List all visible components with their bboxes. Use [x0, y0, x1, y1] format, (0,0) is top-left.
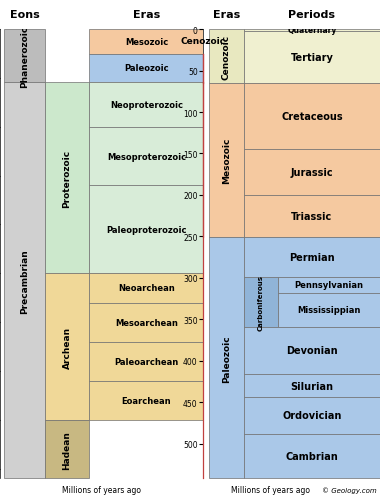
Text: Paleoarchean: Paleoarchean	[114, 357, 179, 366]
Bar	[45, 420, 89, 478]
Text: Proterozoic: Proterozoic	[63, 149, 71, 207]
Text: Jurassic: Jurassic	[291, 168, 333, 178]
Text: Tertiary: Tertiary	[291, 53, 333, 63]
Text: Archean: Archean	[63, 326, 71, 368]
Bar	[244, 374, 380, 397]
Text: Mesoproterozoic: Mesoproterozoic	[107, 152, 186, 161]
Text: Ordovician: Ordovician	[282, 411, 342, 420]
Bar	[209, 237, 244, 478]
Bar	[244, 84, 380, 150]
Text: Hadean: Hadean	[63, 430, 71, 468]
Bar	[89, 55, 203, 83]
Text: Neoproterozoic: Neoproterozoic	[110, 101, 183, 110]
Text: Periods: Periods	[288, 10, 336, 20]
Text: Paleoproterozoic: Paleoproterozoic	[106, 225, 187, 234]
Bar	[89, 128, 203, 186]
Bar	[89, 30, 203, 55]
Text: Quaternary: Quaternary	[287, 27, 337, 35]
Text: Mississippian: Mississippian	[297, 306, 361, 315]
Text: Millions of years ago: Millions of years ago	[231, 485, 310, 494]
Bar	[244, 278, 278, 327]
Text: Cretaceous: Cretaceous	[281, 112, 343, 122]
Bar	[209, 84, 244, 237]
Bar	[89, 303, 203, 342]
Text: Cambrian: Cambrian	[286, 451, 338, 461]
Text: Mesozoic: Mesozoic	[125, 38, 168, 47]
Bar	[45, 274, 89, 420]
Bar	[278, 278, 380, 293]
Text: Eons: Eons	[10, 10, 39, 20]
Text: Pennsylvanian: Pennsylvanian	[294, 281, 364, 290]
Bar	[244, 150, 380, 195]
Text: Eoarchean: Eoarchean	[122, 396, 171, 405]
Bar	[209, 30, 244, 84]
Bar	[4, 83, 45, 478]
Bar	[89, 186, 203, 274]
Bar	[244, 397, 380, 434]
Text: Phanerozoic: Phanerozoic	[20, 26, 29, 88]
Text: Precambrian: Precambrian	[20, 248, 29, 313]
Bar	[244, 32, 380, 84]
Text: Mesozoic: Mesozoic	[222, 138, 231, 184]
Bar	[89, 274, 203, 303]
Bar	[45, 83, 89, 274]
Bar	[244, 434, 380, 478]
Text: Eras: Eras	[133, 10, 160, 20]
Text: Triassic: Triassic	[291, 211, 332, 221]
Text: Carboniferous: Carboniferous	[258, 274, 264, 330]
Bar	[244, 237, 380, 278]
Bar	[244, 327, 380, 374]
Text: Devonian: Devonian	[286, 346, 338, 356]
Text: Cenozoic: Cenozoic	[222, 35, 231, 80]
Text: Permian: Permian	[289, 253, 335, 263]
Text: Silurian: Silurian	[290, 381, 334, 391]
Bar	[89, 83, 203, 128]
Bar	[4, 30, 45, 83]
Text: Millions of years ago: Millions of years ago	[62, 485, 141, 494]
Text: Paleozoic: Paleozoic	[222, 334, 231, 382]
Text: Cenozoic: Cenozoic	[181, 37, 226, 46]
Text: Eras: Eras	[213, 10, 240, 20]
Text: © Geology.com: © Geology.com	[322, 486, 377, 493]
Text: Mesoarchean: Mesoarchean	[115, 318, 178, 327]
Bar	[89, 342, 203, 381]
Text: Paleozoic: Paleozoic	[124, 64, 169, 73]
Bar	[89, 381, 203, 420]
Text: Neoarchean: Neoarchean	[118, 284, 175, 293]
Bar	[278, 293, 380, 327]
Bar	[244, 195, 380, 237]
Bar	[244, 30, 380, 32]
